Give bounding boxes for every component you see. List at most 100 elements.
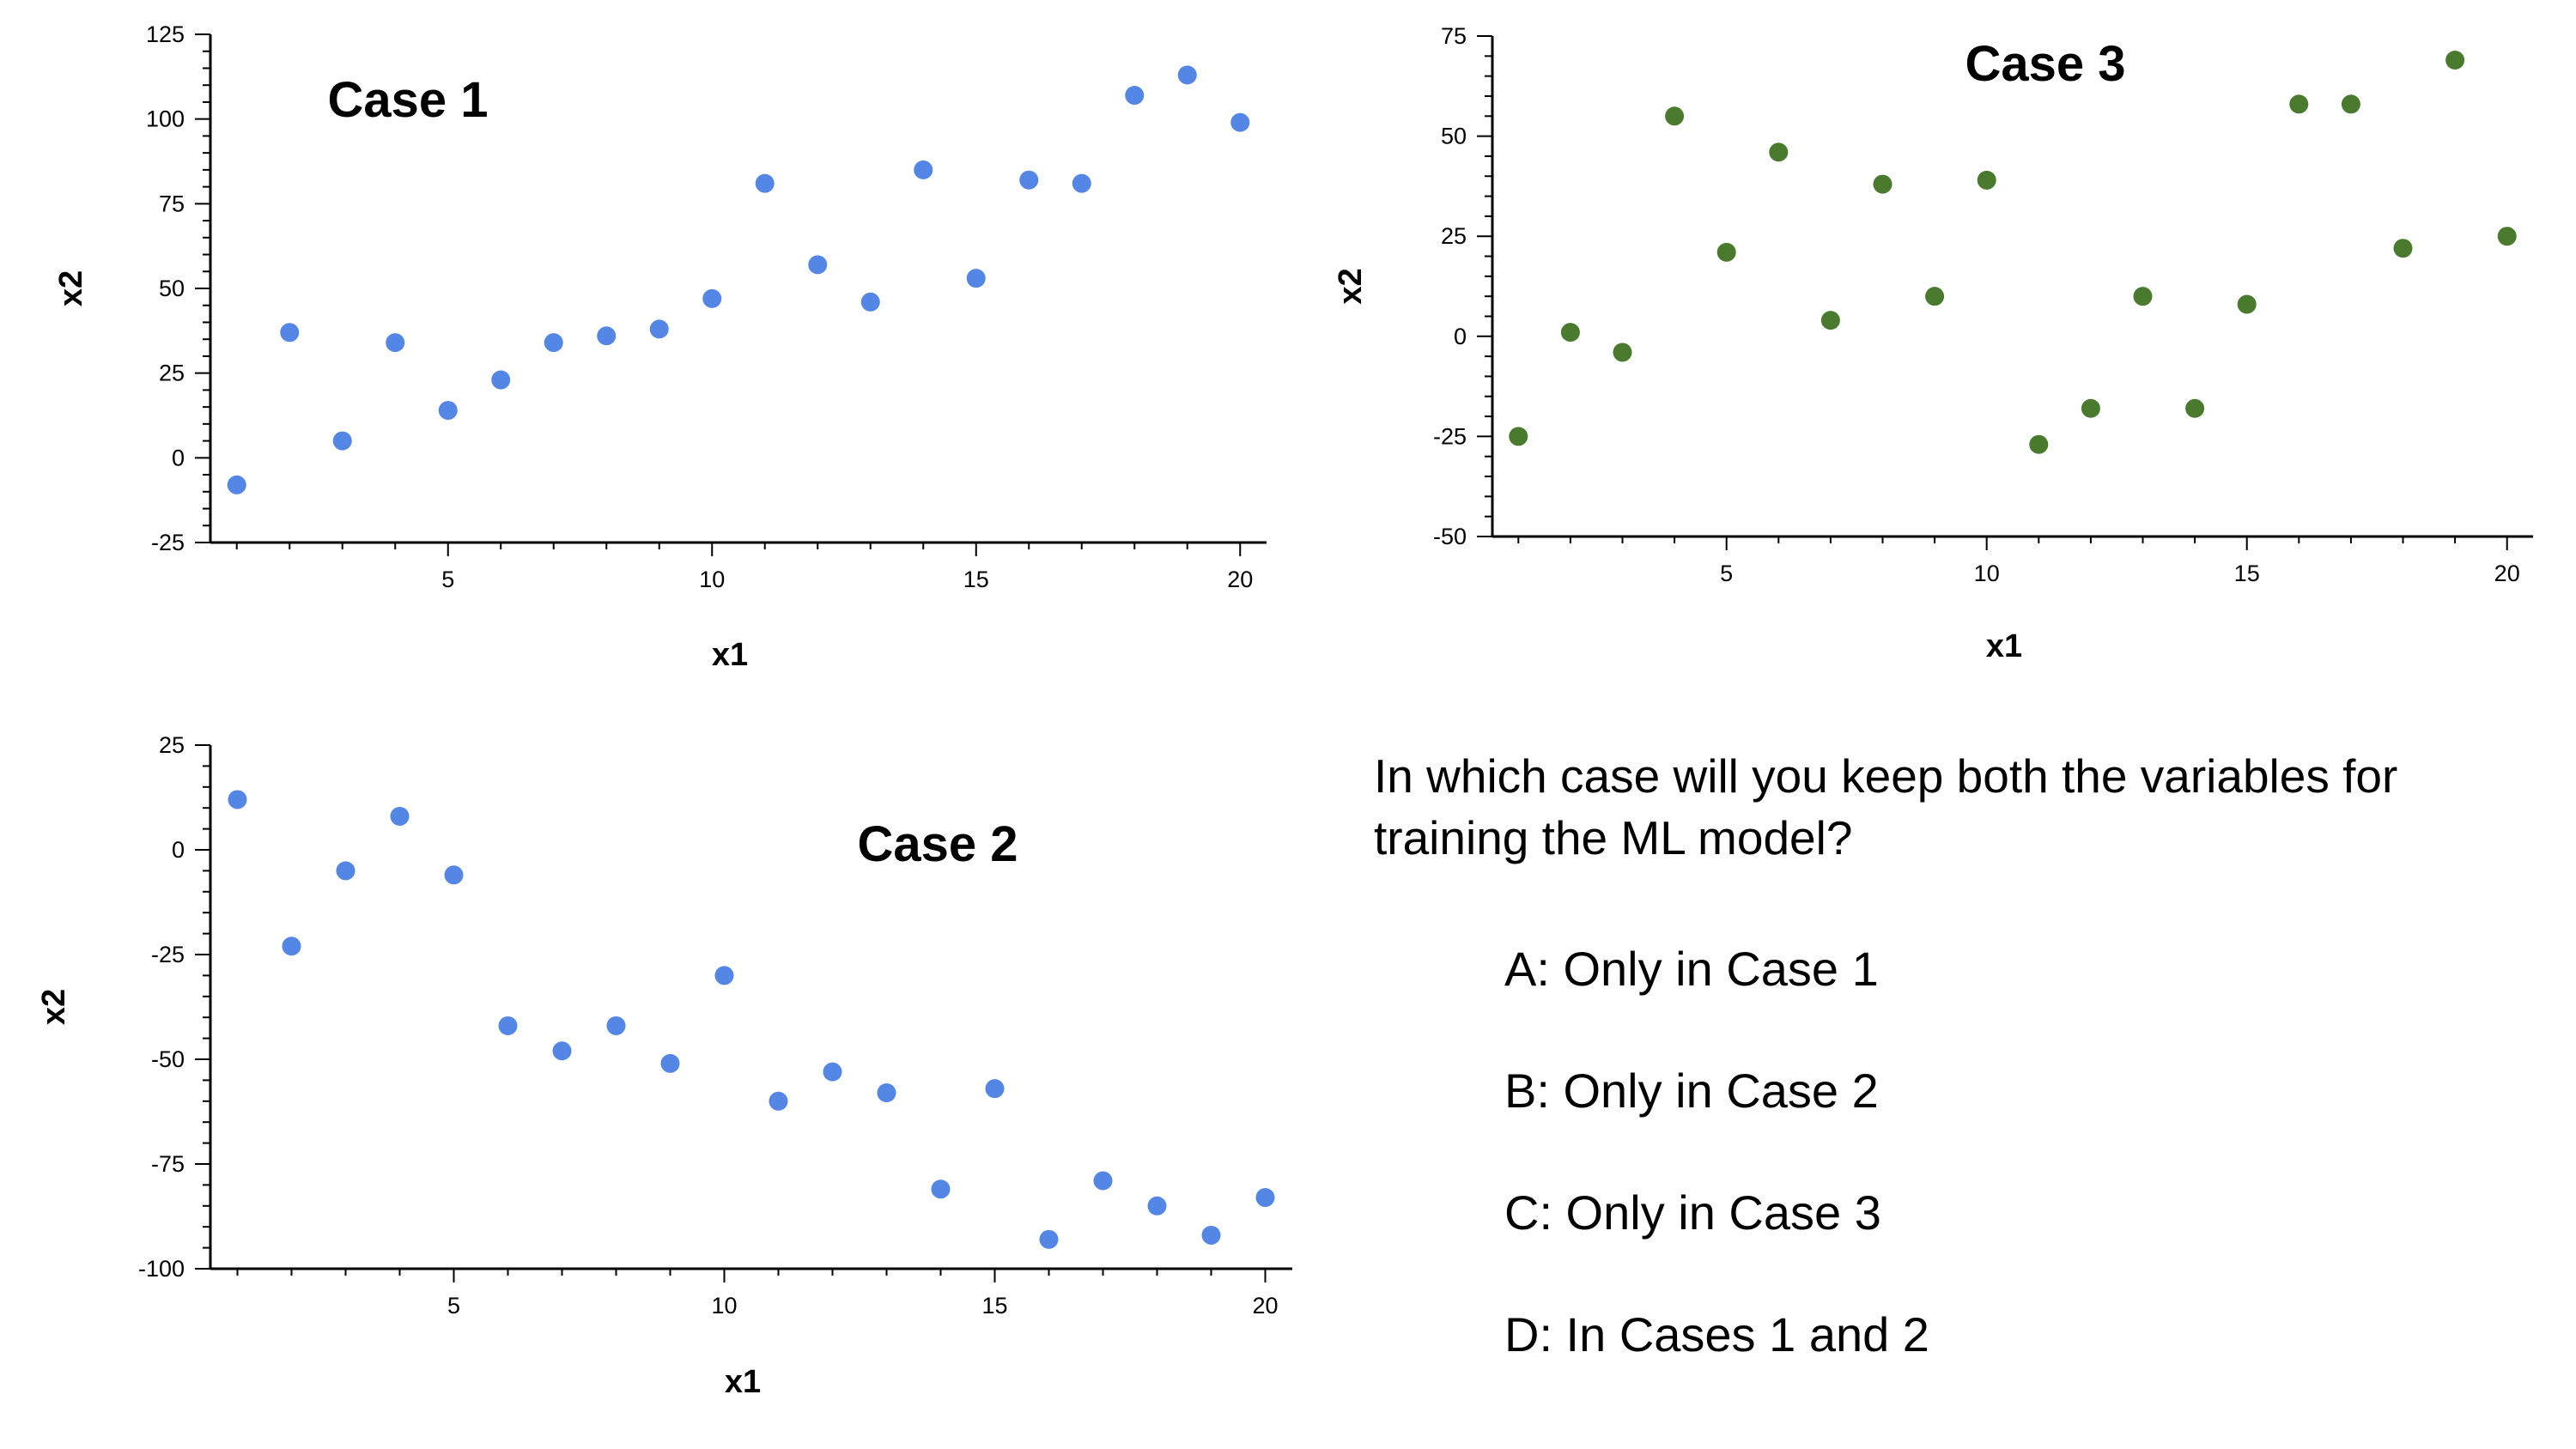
data-point xyxy=(2081,398,2100,418)
x-tick-label: 5 xyxy=(441,567,454,592)
data-point xyxy=(2497,227,2517,246)
y-tick-label: 50 xyxy=(1441,124,1467,149)
chart-title: Case 3 xyxy=(1965,36,2125,92)
data-point xyxy=(1716,242,1736,262)
y-tick-label: 0 xyxy=(1454,324,1467,349)
x-axis-label: x1 xyxy=(725,1364,761,1400)
option-a[interactable]: A: Only in Case 1 xyxy=(1504,942,1879,996)
data-point xyxy=(1177,65,1197,85)
y-tick-label: -100 xyxy=(138,1256,185,1282)
data-point xyxy=(823,1062,842,1082)
x-tick-label: 5 xyxy=(447,1293,460,1319)
data-point xyxy=(444,865,464,885)
data-point xyxy=(1072,173,1091,193)
question-panel: In which case will you keep both the var… xyxy=(1374,745,2559,1361)
y-tick-label: 0 xyxy=(172,837,185,863)
option-b[interactable]: B: Only in Case 2 xyxy=(1504,1064,1879,1118)
chart-title: Case 2 xyxy=(857,816,1018,872)
data-point xyxy=(1039,1229,1059,1249)
data-point xyxy=(714,966,734,985)
chart-2: -50 -25 0 25 50 75 5 10 15 20 x1 x2 Case 3 xyxy=(1333,23,2533,664)
data-point xyxy=(931,1179,951,1199)
x-tick-label: 10 xyxy=(1974,561,2000,586)
y-tick-label: 75 xyxy=(1441,23,1467,49)
data-point xyxy=(1125,86,1145,106)
x-axis-label: x1 xyxy=(712,637,748,673)
data-point xyxy=(966,269,986,288)
data-point xyxy=(2393,239,2413,258)
data-point xyxy=(1665,106,1685,126)
data-point xyxy=(1509,427,1528,446)
data-point xyxy=(491,370,511,390)
y-tick-label: -75 xyxy=(151,1151,185,1177)
x-axis-label: x1 xyxy=(1986,628,2022,664)
data-point xyxy=(985,1079,1005,1099)
data-point xyxy=(1147,1196,1167,1216)
y-tick-label: 25 xyxy=(159,361,185,386)
option-d[interactable]: D: In Cases 1 and 2 xyxy=(1504,1307,1929,1361)
data-point xyxy=(860,292,880,312)
x-tick-label: 5 xyxy=(1720,561,1733,586)
y-tick-label: -50 xyxy=(151,1046,185,1072)
data-point xyxy=(660,1053,680,1073)
data-point xyxy=(1820,311,1840,330)
data-point xyxy=(1769,142,1789,162)
data-point xyxy=(498,1016,518,1035)
x-tick-label: 20 xyxy=(2494,561,2520,586)
question-text: In which case will you keep both the var… xyxy=(1374,749,2398,864)
data-point xyxy=(2133,287,2153,306)
chart-title: Case 1 xyxy=(327,72,488,128)
y-tick-label: 75 xyxy=(159,191,185,216)
y-tick-label: 25 xyxy=(159,732,185,758)
x-tick-label: 20 xyxy=(1252,1293,1278,1319)
data-point xyxy=(597,326,617,346)
y-tick-label: 50 xyxy=(159,276,185,301)
chart-3: -100 -75 -50 -25 0 25 5 10 15 20 x1 x2 Case 2 xyxy=(36,732,1292,1400)
data-point xyxy=(808,255,828,275)
x-tick-label: 15 xyxy=(2234,561,2260,586)
y-tick-label: 0 xyxy=(172,445,185,470)
data-point xyxy=(228,790,247,809)
chart-1: -25 0 25 50 75 100 125 5 10 15 20 x1 x2 Case 1 xyxy=(53,21,1267,673)
option-c[interactable]: C: Only in Case 3 xyxy=(1504,1185,1881,1240)
data-point xyxy=(544,333,563,353)
y-tick-label: -25 xyxy=(151,942,185,967)
data-point xyxy=(702,288,722,308)
data-point xyxy=(1560,323,1580,343)
data-point xyxy=(386,333,405,353)
x-tick-label: 10 xyxy=(699,567,725,592)
data-point xyxy=(2289,94,2309,114)
data-point xyxy=(1093,1171,1113,1191)
y-axis-label: x2 xyxy=(53,270,89,306)
data-point xyxy=(227,475,246,494)
data-point xyxy=(2185,398,2205,418)
x-tick-label: 15 xyxy=(981,1293,1007,1319)
data-point xyxy=(755,173,775,193)
data-point xyxy=(282,937,301,956)
data-point xyxy=(2237,294,2257,314)
y-tick-label: 100 xyxy=(146,106,185,132)
y-tick-label: -50 xyxy=(1433,524,1467,549)
data-point xyxy=(332,431,352,451)
y-tick-label: 125 xyxy=(146,21,185,47)
data-point xyxy=(877,1083,896,1103)
y-axis-label: x2 xyxy=(36,989,72,1025)
y-tick-label: -25 xyxy=(151,530,185,555)
data-point xyxy=(1977,170,1996,190)
data-point xyxy=(280,323,300,343)
data-point xyxy=(1873,174,1893,194)
data-point xyxy=(1255,1188,1275,1208)
data-point xyxy=(649,319,669,339)
data-point xyxy=(336,861,355,881)
data-point xyxy=(606,1016,626,1035)
data-point xyxy=(2341,94,2360,114)
data-point xyxy=(1925,287,1945,306)
x-tick-label: 15 xyxy=(963,567,989,592)
y-tick-label: -25 xyxy=(1433,423,1467,449)
data-point xyxy=(914,160,933,179)
data-point xyxy=(552,1041,572,1061)
data-point xyxy=(1201,1225,1221,1245)
data-point xyxy=(1613,343,1632,362)
y-tick-label: 25 xyxy=(1441,223,1467,249)
